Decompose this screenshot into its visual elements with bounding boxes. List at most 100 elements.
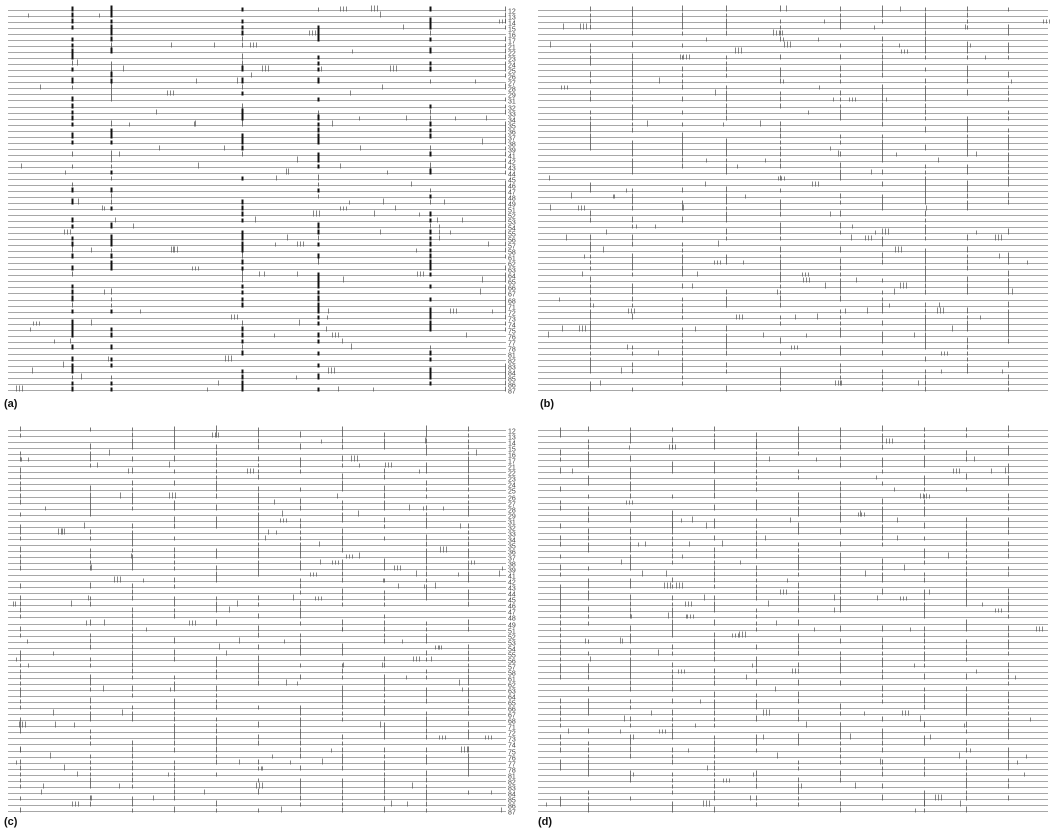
row-label: 86 <box>508 804 516 811</box>
row-label: 15 <box>508 27 516 34</box>
row-label: 75 <box>508 329 516 336</box>
row-label: 55 <box>508 232 516 239</box>
row-label: 63 <box>508 268 516 275</box>
row-label: 35 <box>508 544 516 551</box>
row-label: 85 <box>508 798 516 805</box>
row-label: 35 <box>508 124 516 131</box>
row-label: 44 <box>508 172 516 179</box>
row-label: 54 <box>508 647 516 654</box>
row-label: 45 <box>508 178 516 185</box>
row-label: 65 <box>508 280 516 287</box>
row-label: 87 <box>508 810 516 817</box>
row-label: 29 <box>508 93 516 100</box>
raster-plot-a: 1213141516172122232425262728293132333435… <box>8 5 516 396</box>
row-label: 25 <box>508 489 516 496</box>
row-label: 23 <box>508 477 516 484</box>
row-label: 78 <box>508 768 516 775</box>
spike-marks <box>546 425 1043 813</box>
row-label: 82 <box>508 359 516 366</box>
row-label: 34 <box>508 118 516 125</box>
row-label: 48 <box>508 616 516 623</box>
row-label: 31 <box>508 520 516 527</box>
row-label: 66 <box>508 286 516 293</box>
spike-marks <box>548 5 1050 392</box>
row-label: 16 <box>508 453 516 460</box>
row-label: 53 <box>508 641 516 648</box>
panel-label-a: (a) <box>4 398 18 410</box>
row-label: 46 <box>508 604 516 611</box>
panel-a: 12 13 14 15 16 17 21 22 23 24 25 26 27 28 29 31 32 33 34 35… <box>0 0 525 416</box>
row-label: 12 <box>508 429 516 436</box>
row-label: 67 <box>508 292 516 299</box>
row-label: 43 <box>508 166 516 173</box>
row-label: 84 <box>508 371 516 378</box>
row-label: 72 <box>508 731 516 738</box>
row-label: 47 <box>508 190 516 197</box>
row-label: 39 <box>508 568 516 575</box>
row-label: 57 <box>508 665 516 672</box>
row-label: 57 <box>508 244 516 251</box>
row-label: 51 <box>508 629 516 636</box>
row-label: 82 <box>508 780 516 787</box>
row-label: 26 <box>508 75 516 82</box>
row-label: 42 <box>508 160 516 167</box>
row-label: 58 <box>508 671 516 678</box>
row-label: 61 <box>508 256 516 263</box>
panel-label-b: (b) <box>540 398 555 410</box>
row-label: 87 <box>508 389 516 396</box>
row-label: 55 <box>508 653 516 660</box>
row-label: 43 <box>508 586 516 593</box>
row-label: 17 <box>508 39 516 46</box>
row-label: 56 <box>508 659 516 666</box>
row-label: 81 <box>508 774 516 781</box>
row-label: 33 <box>508 112 516 119</box>
row-label: 62 <box>508 683 516 690</box>
row-label: 21 <box>508 45 516 52</box>
row-label: 12 <box>508 9 516 16</box>
row-label: 13 <box>508 435 516 442</box>
raster-rows <box>8 430 506 812</box>
row-label: 84 <box>508 792 516 799</box>
row-label: 68 <box>508 299 516 306</box>
row-label: 13 <box>508 15 516 22</box>
row-label: 74 <box>508 743 516 750</box>
panel-label-c: (c) <box>4 816 18 828</box>
row-label: 48 <box>508 196 516 203</box>
row-label: 77 <box>508 762 516 769</box>
row-label: 71 <box>508 725 516 732</box>
row-label: 32 <box>508 526 516 533</box>
row-label: 68 <box>508 719 516 726</box>
row-labels: 1213141516172122232425262728293132333435… <box>508 429 516 817</box>
raster-plot-b <box>538 5 1050 392</box>
row-label: 81 <box>508 353 516 360</box>
row-label: 73 <box>508 737 516 744</box>
row-label: 38 <box>508 142 516 149</box>
row-label: 46 <box>508 184 516 191</box>
row-label: 28 <box>508 508 516 515</box>
row-labels: 1213141516172122232425262728293132333435… <box>508 9 516 396</box>
row-label: 52 <box>508 214 516 221</box>
raster-rows <box>538 10 1048 391</box>
row-label: 49 <box>508 623 516 630</box>
row-label: 63 <box>508 689 516 696</box>
row-label: 77 <box>508 341 516 348</box>
row-label: 22 <box>508 51 516 58</box>
row-label: 83 <box>508 365 516 372</box>
row-label: 78 <box>508 347 516 354</box>
row-label: 64 <box>508 695 516 702</box>
row-label: 86 <box>508 383 516 390</box>
row-label: 41 <box>508 574 516 581</box>
row-label: 56 <box>508 238 516 245</box>
row-label: 83 <box>508 786 516 793</box>
row-label: 15 <box>508 447 516 454</box>
row-label: 45 <box>508 598 516 605</box>
row-label: 26 <box>508 496 516 503</box>
panel-c: 12 13 14 15 16 17 21 22 23 24 25 26 27 28 29 31 32 33 34 35… <box>0 420 525 833</box>
row-label: 67 <box>508 713 516 720</box>
row-label: 29 <box>508 514 516 521</box>
raster-plot-c: 1213141516172122232425262728293132333435… <box>8 425 516 817</box>
row-label: 36 <box>508 130 516 137</box>
spike-marks <box>13 425 503 813</box>
row-label: 21 <box>508 465 516 472</box>
row-label: 74 <box>508 323 516 330</box>
